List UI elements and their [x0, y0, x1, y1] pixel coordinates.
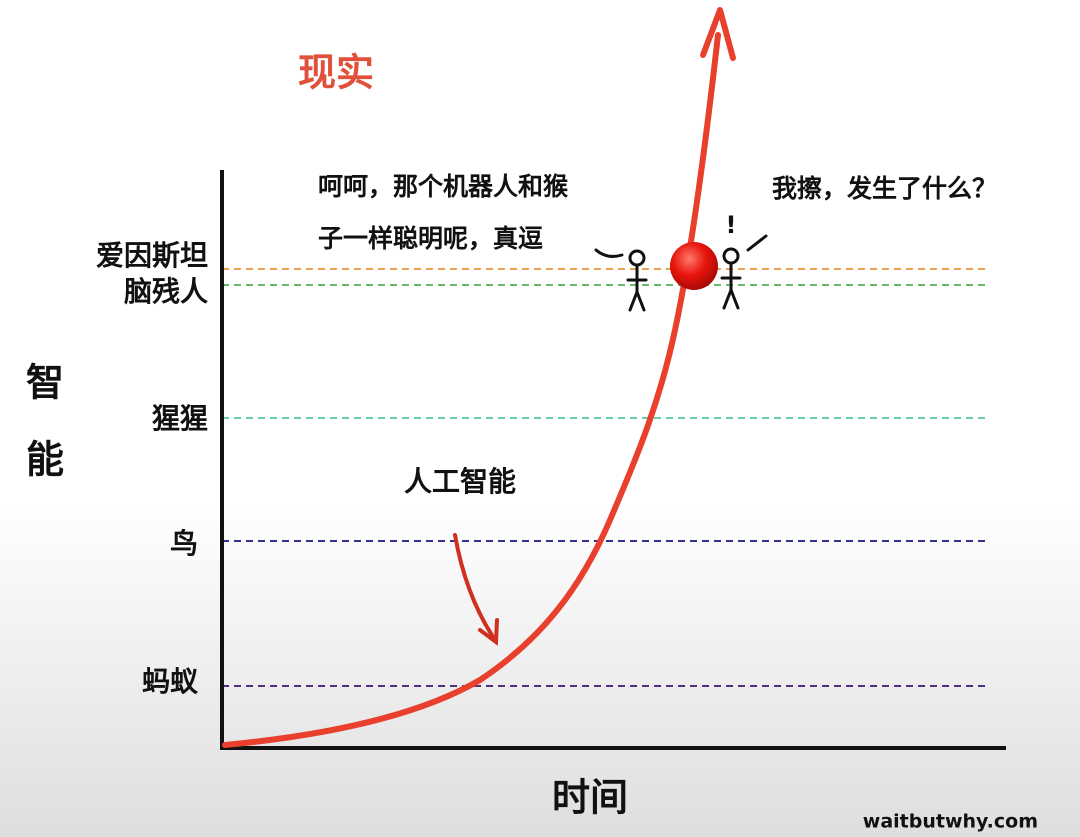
curve-arrowhead [700, 7, 736, 61]
level-label: 爱因斯坦 [96, 239, 208, 272]
speech-right: 我擦，发生了什么？ [772, 174, 997, 203]
curve-label: 人工智能 [404, 465, 516, 498]
speech-left: 子一样聪明呢，真逗 [318, 224, 543, 253]
credit: waitbutwhy.com [863, 811, 1038, 833]
exclamation: ! [726, 211, 737, 239]
x-axis-label: 时间 [552, 776, 628, 820]
ai-ball [670, 242, 718, 290]
ai-curve [222, 32, 721, 748]
level-label: 脑残人 [124, 275, 208, 308]
y-axis-label: 智 [26, 361, 64, 405]
pointer-arrowhead [478, 618, 499, 646]
stick-figure-left [594, 248, 648, 312]
level-label: 鸟 [170, 527, 198, 560]
pointer-arrow [453, 533, 497, 642]
y-axis-label: 能 [26, 438, 64, 482]
stick-figure-right [720, 234, 768, 310]
title: 现实 [298, 51, 374, 95]
level-label: 猩猩 [152, 402, 208, 435]
level-label: 蚂蚁 [142, 665, 199, 698]
speech-left: 呵呵，那个机器人和猴 [318, 172, 569, 201]
